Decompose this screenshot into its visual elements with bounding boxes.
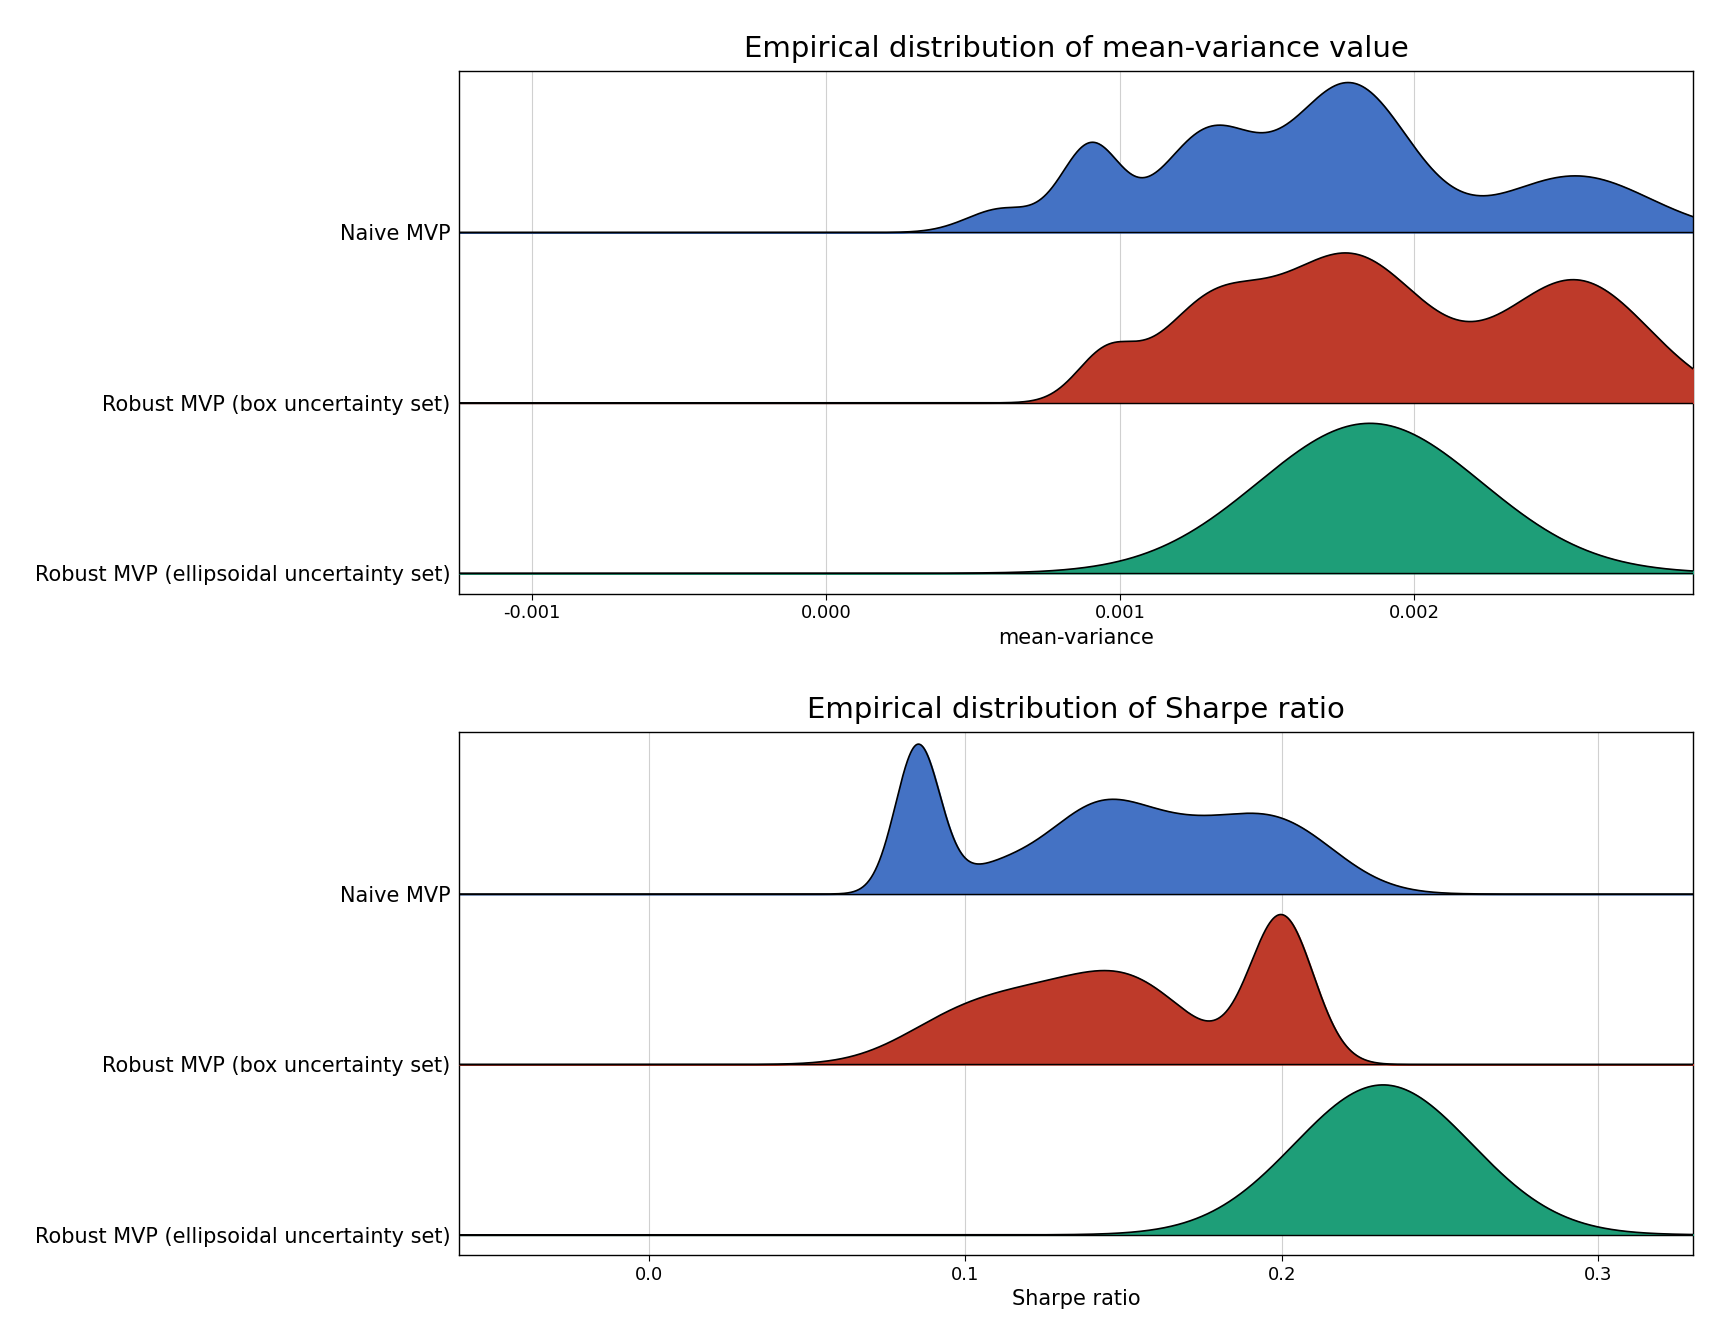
- Title: Empirical distribution of mean-variance value: Empirical distribution of mean-variance …: [743, 35, 1408, 63]
- Title: Empirical distribution of Sharpe ratio: Empirical distribution of Sharpe ratio: [807, 696, 1344, 724]
- X-axis label: Sharpe ratio: Sharpe ratio: [1011, 1289, 1140, 1309]
- X-axis label: mean-variance: mean-variance: [999, 628, 1154, 648]
